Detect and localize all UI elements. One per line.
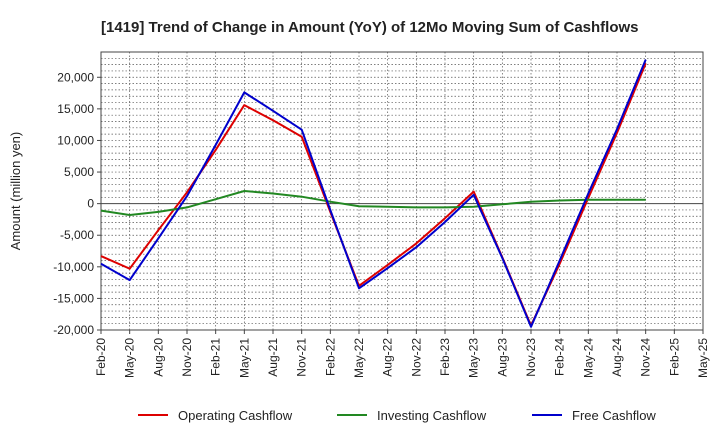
x-tick-labels: Feb-20 May-20 Aug-20 Nov-20 Feb-21 May-21 Aug-… [94, 338, 710, 378]
legend-label: Free Cashflow [572, 408, 656, 423]
x-tick-label: May-24 [581, 338, 595, 378]
x-tick-label: Nov-23 [524, 338, 538, 377]
series-lines [100, 59, 647, 328]
x-tick-label: Aug-22 [381, 338, 395, 377]
x-tick-label: Feb-24 [553, 338, 567, 376]
x-tick-label: Nov-21 [295, 338, 309, 377]
x-tick-label: Nov-20 [180, 338, 194, 377]
series-line-investing-cashflow [100, 190, 646, 216]
x-tick-label: May-20 [123, 338, 137, 378]
grid-lines [100, 51, 704, 331]
plot-frame [100, 51, 704, 331]
x-tick-label: Feb-20 [94, 338, 108, 376]
x-tick-label: May-25 [696, 338, 710, 378]
y-tick-label: 5,000 [64, 165, 94, 179]
chart-title: [1419] Trend of Change in Amount (YoY) o… [101, 19, 639, 36]
y-tick-label: -5,000 [60, 228, 94, 242]
x-tick-label: Aug-24 [610, 338, 624, 377]
x-tick-label: Feb-23 [438, 338, 452, 376]
legend: Operating Cashflow Investing Cashflow Free… [138, 408, 656, 423]
y-tick-label: 0 [87, 197, 94, 211]
y-tick-label: 10,000 [57, 133, 94, 147]
y-tick-label: 20,000 [57, 70, 94, 84]
x-tick-label: Feb-21 [209, 338, 223, 376]
y-axis-label: Amount (million yen) [8, 132, 23, 251]
legend-label: Investing Cashflow [377, 408, 487, 423]
x-tick-label: Aug-23 [495, 338, 509, 377]
y-tick-label: -10,000 [53, 260, 94, 274]
x-tick-label: Aug-20 [151, 338, 165, 377]
x-tick-label: Feb-25 [667, 338, 681, 376]
y-tick-labels: -20,000 -15,000 -10,000 -5,000 0 5,000 10,000 1… [53, 70, 94, 337]
x-tick-label: May-22 [352, 338, 366, 378]
x-tick-label: Feb-22 [323, 338, 337, 376]
series-line-free-cashflow [100, 59, 647, 328]
axes [97, 51, 704, 334]
x-tick-label: May-21 [237, 338, 251, 378]
y-tick-label: -20,000 [53, 323, 94, 337]
x-tick-label: Nov-24 [639, 338, 653, 377]
x-tick-label: Nov-22 [409, 338, 423, 377]
legend-label: Operating Cashflow [178, 408, 293, 423]
x-tick-label: May-23 [467, 338, 481, 378]
y-tick-label: -15,000 [53, 291, 94, 305]
x-tick-label: Aug-21 [266, 338, 280, 377]
y-tick-label: 15,000 [57, 102, 94, 116]
